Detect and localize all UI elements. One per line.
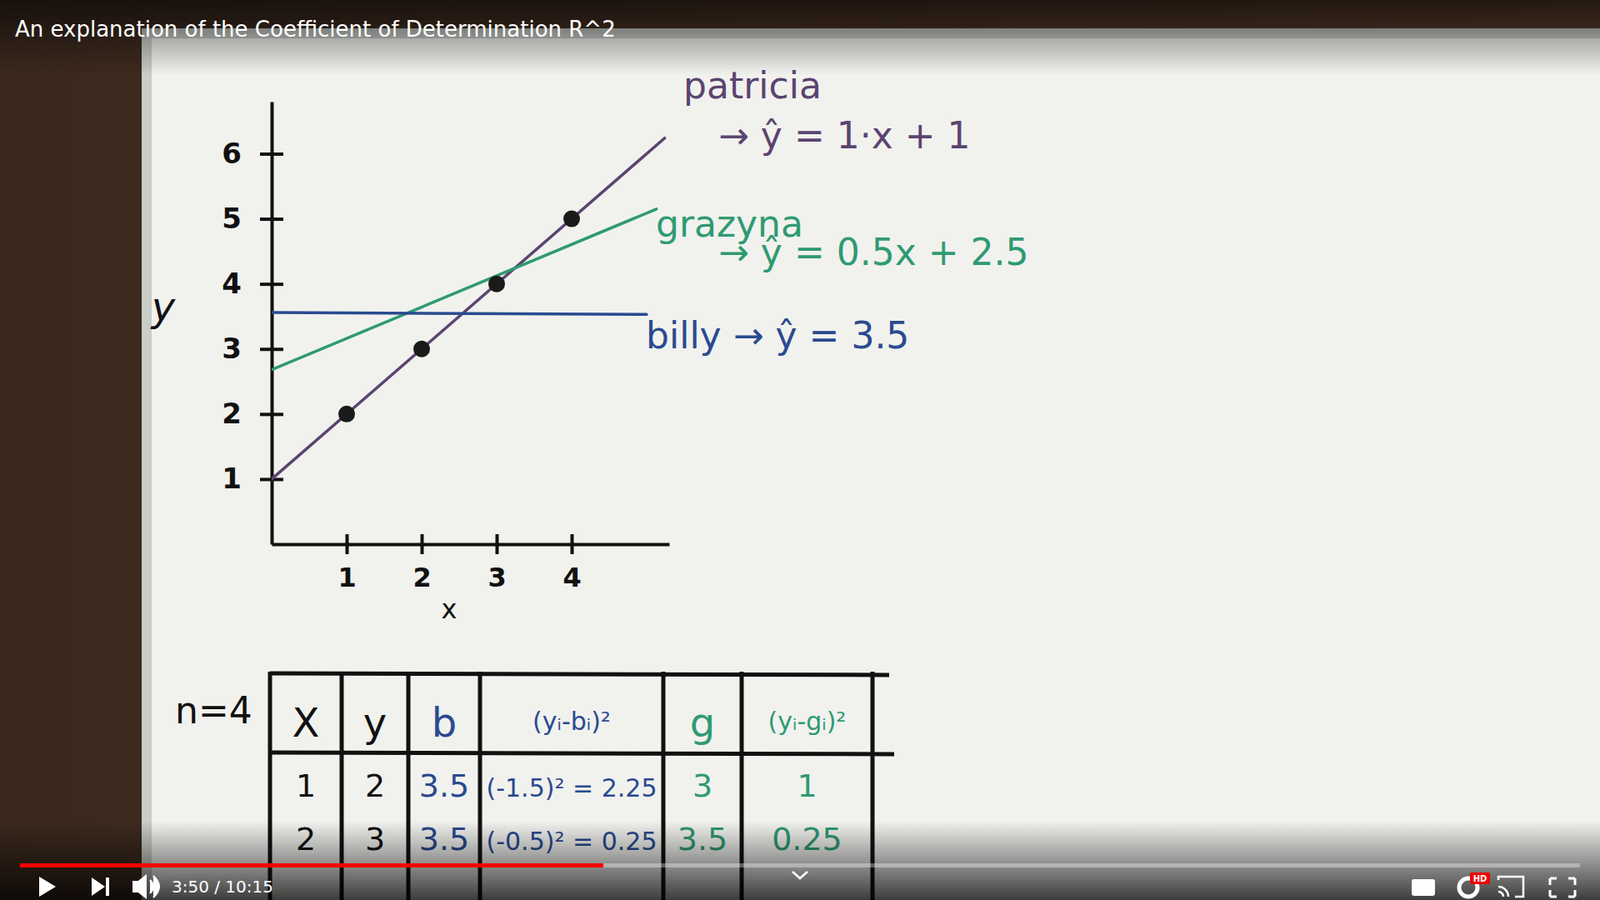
line-patricia — [271, 138, 665, 480]
x-tick: 4 — [562, 534, 581, 594]
hd-badge — [1470, 872, 1490, 885]
table-header: (yᵢ-bᵢ)² — [532, 706, 611, 736]
y-axis-title: y — [150, 283, 176, 330]
x-axis: 1 2 3 4 — [272, 534, 670, 594]
table-rule — [270, 673, 890, 675]
y-tick-label: 4 — [221, 266, 242, 300]
x-axis-title: x — [441, 593, 458, 625]
x-tick-mark — [420, 534, 425, 555]
table-cell: 3.5 — [419, 767, 470, 805]
x-axis-line — [272, 543, 670, 547]
y-tick-mark — [260, 152, 284, 156]
y-tick-mark — [260, 282, 284, 286]
y-tick-label: 2 — [221, 396, 242, 430]
x-tick-label: 3 — [487, 561, 506, 594]
data-point — [563, 210, 580, 228]
table-header: y — [363, 699, 387, 746]
line-billy — [271, 312, 647, 315]
table-header: (yᵢ-gᵢ)² — [768, 706, 847, 736]
y-tick-mark — [260, 347, 284, 351]
table-rule — [270, 752, 895, 755]
table-cell: 1 — [796, 767, 817, 805]
time-display: 3:50 / 10:15 — [171, 876, 274, 897]
equation-label: → ŷ = 0.5x + 2.5 — [718, 230, 1030, 274]
y-tick: 4 — [221, 266, 284, 300]
bottom-shade — [0, 820, 1600, 900]
y-tick-label: 1 — [221, 461, 242, 495]
y-tick: 6 — [221, 136, 284, 170]
x-tick: 2 — [412, 534, 431, 594]
y-tick-mark — [260, 412, 284, 416]
y-tick-label: 5 — [221, 201, 242, 235]
y-tick: 5 — [221, 201, 284, 235]
next-button[interactable] — [91, 877, 110, 896]
data-point — [413, 340, 430, 358]
chapters-chevron[interactable] — [792, 871, 808, 879]
plot-area — [271, 138, 665, 480]
captions-button[interactable] — [1411, 879, 1435, 896]
x-tick-mark — [570, 534, 575, 555]
progress-track — [20, 863, 1580, 868]
table-cell: 1 — [295, 767, 316, 805]
x-tick-label: 2 — [412, 561, 431, 594]
y-tick: 3 — [221, 331, 284, 365]
chart: 1 2 3 4 1 2 3 4 5 6 x y — [150, 102, 670, 626]
volume-button[interactable] — [133, 875, 160, 898]
canvas-svg: 1234123456xypatricia→ ŷ = 1·x + 1grazyna… — [0, 0, 1600, 900]
page: 1234123456xypatricia→ ŷ = 1·x + 1grazyna… — [0, 0, 1600, 900]
whiteboard — [151, 38, 1600, 900]
y-tick-label: 6 — [221, 136, 242, 170]
progress-played[interactable] — [20, 863, 604, 868]
table-label: n=4 — [175, 689, 253, 732]
y-tick-mark — [260, 217, 284, 221]
x-tick-mark — [495, 534, 500, 555]
table-cell: 2 — [365, 767, 385, 805]
table-cell: 3 — [692, 767, 713, 805]
hd-label: HD — [1473, 874, 1488, 884]
board-frame — [141, 28, 1600, 900]
data-point — [338, 405, 355, 423]
table-header: g — [690, 699, 715, 746]
table-cell: (-1.5)² = 2.25 — [486, 773, 658, 803]
y-tick: 2 — [221, 396, 284, 430]
top-shade — [0, 0, 1600, 75]
x-tick-label: 4 — [562, 561, 581, 594]
equation-label: → ŷ = 3.5 — [733, 314, 910, 357]
table-header: X — [292, 699, 320, 746]
x-tick-mark — [345, 534, 350, 555]
line-grazyna — [271, 209, 657, 370]
video-title: An explanation of the Coefficient of Det… — [15, 16, 616, 42]
controls: 3:50 / 10:15 HD — [39, 871, 1575, 898]
x-tick-label: 1 — [337, 561, 356, 594]
cast-button[interactable] — [1498, 876, 1524, 897]
play-button[interactable] — [39, 876, 56, 897]
x-tick: 1 — [337, 534, 356, 594]
equation-label: → ŷ = 1·x + 1 — [718, 114, 971, 157]
fullscreen-button[interactable] — [1550, 878, 1575, 897]
table-header: b — [431, 699, 457, 746]
y-tick-label: 3 — [221, 331, 242, 365]
data-point — [488, 275, 505, 293]
x-tick: 3 — [487, 534, 506, 594]
series-label: billy — [645, 314, 722, 357]
